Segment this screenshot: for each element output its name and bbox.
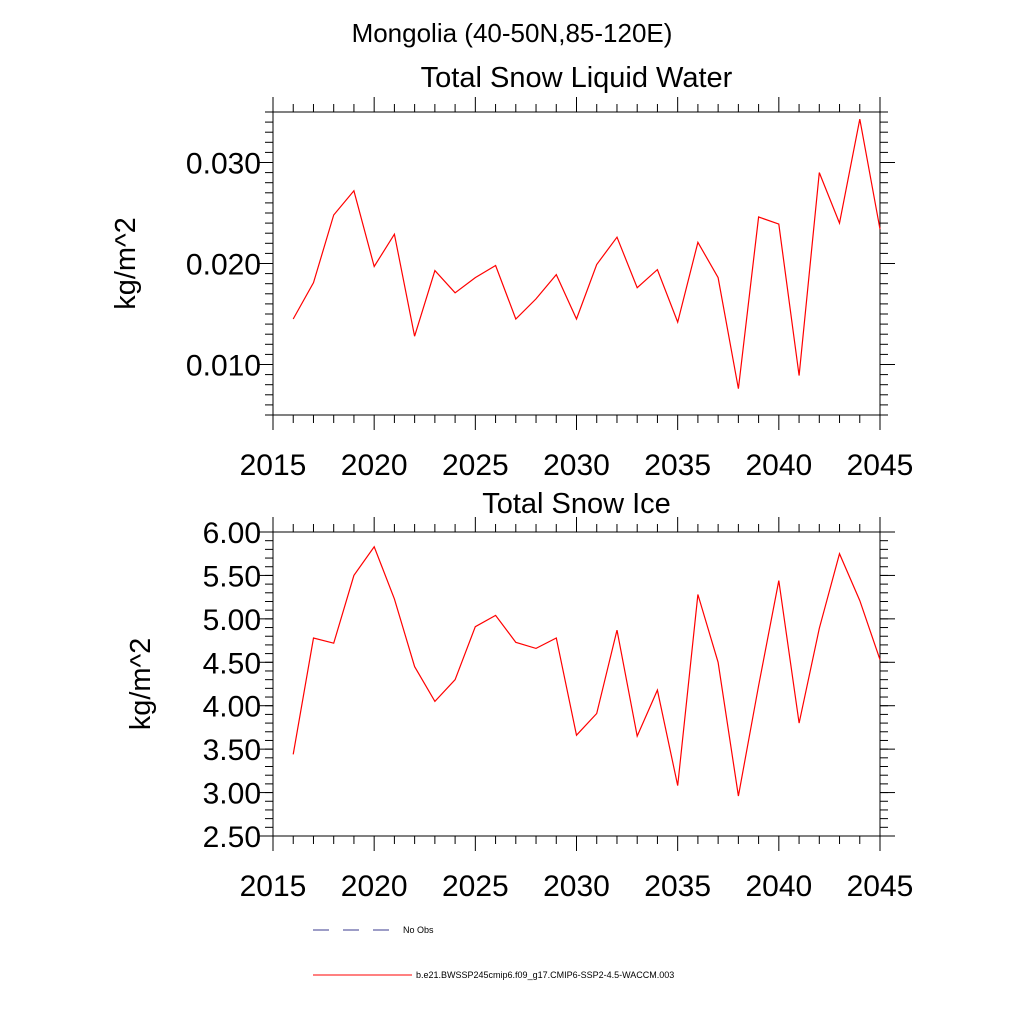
y-axis-label: kg/m^2 [110,217,142,310]
legend-no-obs-label: No Obs [403,925,434,935]
chart-title: Total Snow Ice [482,488,671,520]
y-tick-label: 2.50 [203,821,261,854]
legend-model-label: b.e21.BWSSP245cmip6.f09_g17.CMIP6-SSP2-4… [416,970,674,980]
y-tick-label: 5.50 [203,560,261,593]
x-tick-label: 2035 [644,449,711,482]
page-title: Mongolia (40-50N,85-120E) [352,18,673,48]
y-tick-label: 0.030 [186,148,261,181]
x-tick-label: 2015 [240,870,307,903]
y-tick-label: 0.020 [186,249,261,282]
y-axis-label: kg/m^2 [125,638,157,731]
y-tick-label: 0.010 [186,350,261,383]
x-tick-label: 2015 [240,449,307,482]
y-tick-label: 3.00 [203,778,261,811]
x-tick-label: 2020 [341,870,408,903]
x-tick-label: 2045 [847,449,914,482]
x-tick-label: 2020 [341,449,408,482]
plot-frame [272,111,881,416]
y-tick-label: 3.50 [203,734,261,767]
x-tick-label: 2030 [543,870,610,903]
x-tick-label: 2040 [745,870,812,903]
series-line [292,545,881,797]
liquid-water-panel: Total Snow Liquid Water kg/m^2 2015 2020 202… [110,62,913,482]
legend: No Obs b.e21.BWSSP245cmip6.f09_g17.CMIP6… [313,925,674,980]
y-tick-label: 5.00 [203,604,261,637]
x-tick-label: 2030 [543,449,610,482]
y-tick-label: 4.50 [203,647,261,680]
snow-ice-panel: Total Snow Ice kg/m^2 2015 2020 2025 2030 2035… [125,488,913,903]
chart-title: Total Snow Liquid Water [421,62,733,94]
x-tick-label: 2045 [847,870,914,903]
x-tick-label: 2040 [745,449,812,482]
x-tick-label: 2025 [442,449,509,482]
y-tick-label: 4.00 [203,691,261,724]
y-tick-label: 6.00 [203,517,261,550]
plot-frame [272,531,881,837]
x-tick-label: 2025 [442,870,509,903]
x-tick-label: 2035 [644,870,711,903]
series-line [292,118,881,389]
